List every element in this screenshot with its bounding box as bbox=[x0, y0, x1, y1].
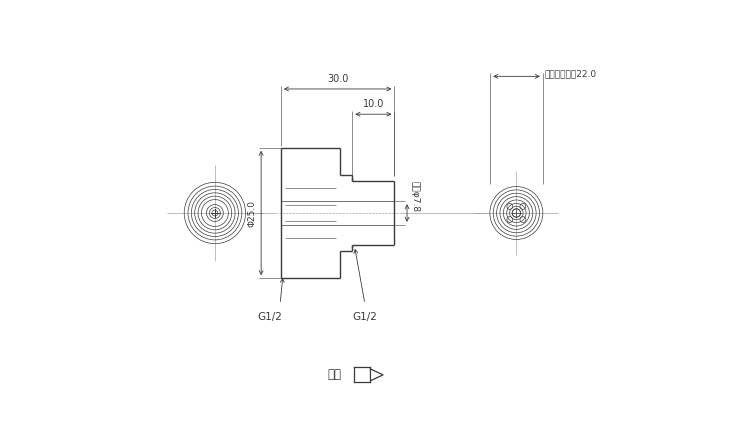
Text: 二面カット幂22.0: 二面カット幂22.0 bbox=[545, 69, 597, 78]
Text: Φ25.0: Φ25.0 bbox=[248, 199, 257, 227]
Text: G1/2: G1/2 bbox=[257, 312, 282, 322]
Text: 10.0: 10.0 bbox=[363, 99, 384, 109]
Text: 内径φ7.8: 内径φ7.8 bbox=[410, 181, 419, 212]
Text: 流路: 流路 bbox=[328, 368, 342, 381]
Text: G1/2: G1/2 bbox=[352, 312, 378, 322]
Text: 30.0: 30.0 bbox=[327, 74, 348, 83]
